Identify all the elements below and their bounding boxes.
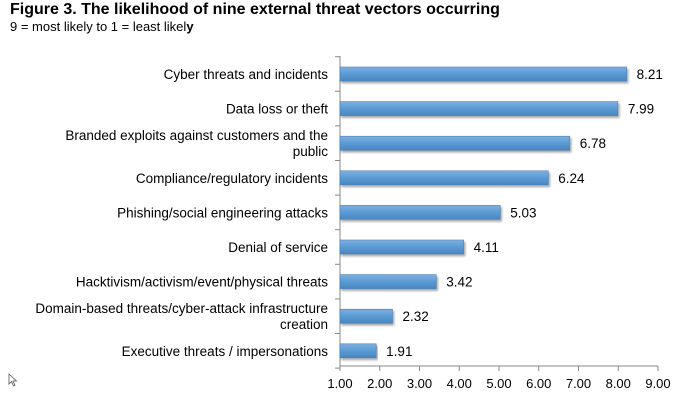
category-label: Cyber threats and incidents	[164, 67, 329, 82]
category-label: Executive threats / impersonations	[122, 344, 329, 359]
x-tick-label: 2.00	[367, 376, 392, 391]
chart-subtitle: 9 = most likely to 1 = least likely	[10, 19, 194, 34]
category-label: Compliance/regulatory incidents	[136, 171, 328, 186]
value-label: 6.24	[558, 171, 585, 186]
x-tick-label: 3.00	[407, 376, 432, 391]
mouse-cursor-icon	[8, 373, 18, 387]
bar-3	[339, 135, 571, 151]
value-label: 5.03	[510, 205, 536, 220]
x-tick-label: 1.00	[327, 376, 352, 391]
category-label: public	[293, 144, 329, 159]
bar-9	[339, 343, 377, 359]
bar-4	[339, 170, 549, 186]
value-label: 4.11	[474, 240, 499, 255]
category-label: Data loss or theft	[226, 102, 328, 117]
x-tick-label: 8.00	[606, 376, 631, 391]
category-label: Domain-based threats/cyber-attack infras…	[35, 301, 328, 316]
bar-5	[339, 205, 501, 220]
x-tick-label: 5.00	[486, 376, 511, 391]
chart-subtitle-end: y	[186, 19, 194, 34]
chart-subtitle-main: 9 = most likely to 1 = least likel	[10, 19, 187, 34]
value-label: 6.78	[580, 136, 606, 151]
category-label: Branded exploits against customers and t…	[65, 128, 328, 143]
category-label: Hacktivism/activism/event/physical threa…	[76, 275, 328, 290]
category-label: creation	[280, 317, 328, 332]
x-tick-label: 6.00	[526, 376, 551, 391]
x-tick-label: 9.00	[645, 376, 670, 391]
value-label: 3.42	[446, 275, 472, 290]
bar-8	[339, 308, 393, 324]
x-tick-label: 7.00	[566, 376, 591, 391]
value-label: 1.91	[386, 344, 412, 359]
bar-6	[339, 239, 464, 255]
bar-7	[339, 274, 437, 289]
bar-2	[339, 101, 619, 116]
value-label: 2.32	[402, 309, 428, 324]
bar-1	[339, 66, 627, 82]
x-tick-label: 4.00	[447, 376, 472, 391]
value-label: 7.99	[628, 102, 654, 117]
chart-title: Figure 3. The likelihood of nine externa…	[10, 1, 500, 18]
category-label: Denial of service	[228, 240, 328, 255]
value-label: 8.21	[637, 67, 663, 82]
category-label: Phishing/social engineering attacks	[117, 205, 328, 220]
